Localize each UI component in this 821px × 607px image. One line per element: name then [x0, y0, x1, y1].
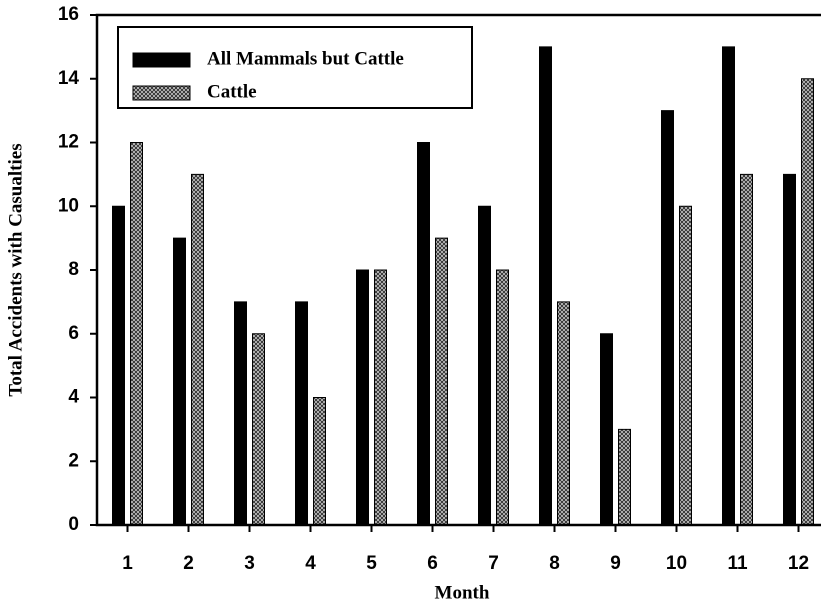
y-tick-label: 12: [58, 132, 79, 153]
x-tick-label: 7: [488, 553, 499, 574]
bar: [435, 237, 448, 526]
y-tick-label: 2: [68, 450, 79, 471]
bar: [356, 269, 369, 526]
x-tick-label: 2: [183, 553, 194, 574]
bar: [557, 301, 570, 526]
bar: [130, 142, 143, 526]
x-axis-title: Month: [435, 582, 490, 603]
x-tick-label: 1: [122, 553, 133, 574]
bar: [252, 333, 265, 526]
x-tick-label: 5: [366, 553, 377, 574]
y-tick-label: 4: [68, 387, 79, 408]
legend-swatch: [132, 52, 191, 68]
y-tick-label: 16: [58, 4, 79, 25]
legend-label: Cattle: [207, 81, 257, 102]
bar: [295, 301, 308, 526]
y-axis-title: Total Accidents with Casualties: [5, 143, 26, 396]
bar: [496, 269, 509, 526]
legend-swatch: [132, 85, 191, 101]
bar: [234, 301, 247, 526]
bar: [191, 173, 204, 526]
x-tick-label: 3: [244, 553, 255, 574]
x-tick-label: 12: [788, 553, 809, 574]
x-tick-label: 8: [549, 553, 560, 574]
bar: [722, 46, 735, 526]
bar: [801, 78, 814, 526]
plot-frame: [95, 13, 821, 527]
y-tick-label: 10: [58, 195, 79, 216]
y-tick-label: 6: [68, 323, 79, 344]
bar: [478, 205, 491, 526]
x-tick-label: 9: [610, 553, 621, 574]
bar: [539, 46, 552, 526]
x-tick-label: 6: [427, 553, 438, 574]
bar: [173, 237, 186, 526]
y-tick-label: 14: [58, 68, 80, 89]
x-tick-label: 4: [305, 553, 316, 574]
x-tick-label: 11: [727, 553, 748, 574]
bar: [661, 110, 674, 526]
y-tick-label: 0: [68, 514, 79, 535]
bar: [740, 173, 753, 526]
bar: [679, 205, 692, 526]
bar: [313, 397, 326, 526]
x-tick-label: 10: [666, 553, 687, 574]
bar: [374, 269, 387, 526]
bar: [783, 173, 796, 526]
y-tick-label: 8: [68, 259, 79, 280]
bar: [618, 428, 631, 526]
legend-label: All Mammals but Cattle: [207, 48, 404, 69]
bar: [600, 333, 613, 526]
bar: [112, 205, 125, 526]
bar: [417, 142, 430, 526]
